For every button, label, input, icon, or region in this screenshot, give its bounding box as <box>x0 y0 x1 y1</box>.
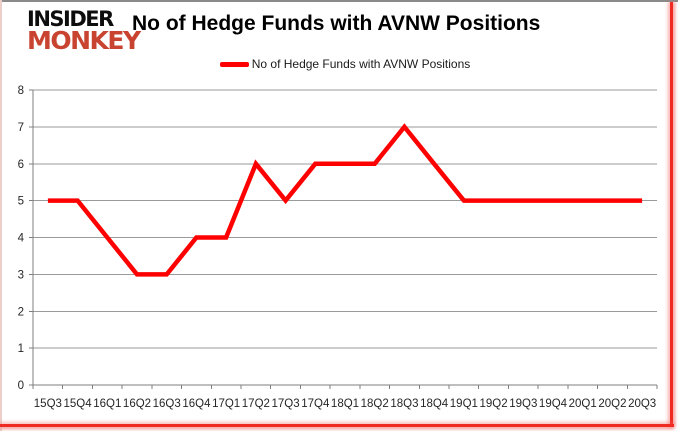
x-axis-label: 17Q4 <box>301 398 330 410</box>
border-right-red-glow <box>670 2 673 427</box>
x-axis-label: 17Q3 <box>272 398 300 410</box>
x-axis-label: 16Q1 <box>93 398 121 410</box>
y-axis-label: 4 <box>18 233 25 245</box>
x-axis-label: 19Q3 <box>509 398 537 410</box>
x-axis-label: 19Q4 <box>539 398 568 410</box>
x-axis-label: 18Q1 <box>331 398 359 410</box>
x-axis-label: 15Q4 <box>64 398 93 410</box>
logo-line-monkey: MONKEY <box>27 26 141 56</box>
border-bottom-red-glow <box>0 424 674 427</box>
border-top <box>0 0 678 2</box>
y-axis-label: 2 <box>18 306 24 318</box>
y-axis-label: 8 <box>18 85 24 97</box>
chart-legend: No of Hedge Funds with AVNW Positions <box>33 57 657 71</box>
x-axis-label: 16Q2 <box>123 398 151 410</box>
x-axis-label: 18Q4 <box>420 398 449 410</box>
y-axis-label: 6 <box>18 159 24 171</box>
y-axis-label: 7 <box>18 122 24 134</box>
y-axis-label: 0 <box>18 380 24 392</box>
page-title: No of Hedge Funds with AVNW Positions <box>132 12 541 35</box>
x-axis-label: 17Q1 <box>212 398 240 410</box>
x-axis-label: 17Q2 <box>242 398 270 410</box>
logo-line-insider: INSIDER <box>27 7 114 31</box>
x-axis-label: 19Q2 <box>480 398 508 410</box>
legend-line-swatch-icon <box>219 61 249 67</box>
x-axis-label: 15Q3 <box>34 398 62 410</box>
x-axis-label: 16Q4 <box>182 398 211 410</box>
y-axis-label: 3 <box>18 269 24 281</box>
legend-label: No of Hedge Funds with AVNW Positions <box>251 57 471 71</box>
x-axis-label: 20Q1 <box>569 398 597 410</box>
border-left <box>0 0 2 431</box>
x-axis-label: 18Q3 <box>390 398 418 410</box>
series-line <box>47 123 643 277</box>
y-axis-label: 1 <box>18 343 24 355</box>
x-axis-label: 18Q2 <box>361 398 389 410</box>
x-axis-label: 19Q1 <box>450 398 478 410</box>
x-axis-label: 20Q3 <box>628 398 656 410</box>
insider-monkey-logo: INSIDER MONKEY <box>27 7 141 56</box>
y-axis-label: 5 <box>18 196 24 208</box>
x-axis-label: 20Q2 <box>598 398 626 410</box>
x-axis-label: 16Q3 <box>153 398 181 410</box>
